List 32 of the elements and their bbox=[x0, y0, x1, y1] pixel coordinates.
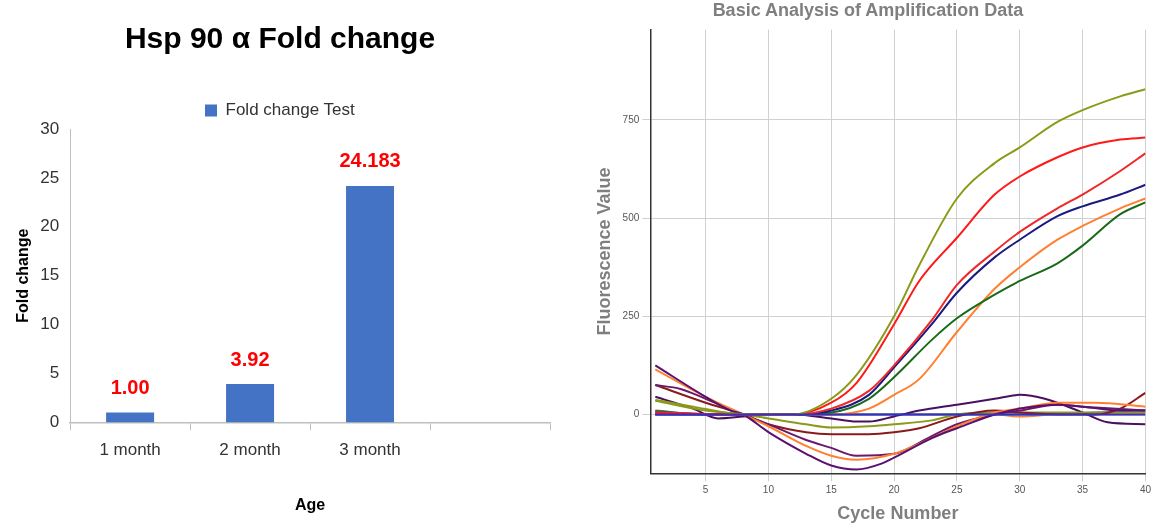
chart-title: Hsp 90 α Fold change bbox=[124, 21, 436, 55]
data-label: 1.00 bbox=[110, 376, 150, 399]
y-tick-label: 30 bbox=[40, 118, 60, 138]
data-label: 3.92 bbox=[230, 347, 270, 370]
x-tick-label: 1 month bbox=[99, 440, 161, 460]
y-tick-label: 0 bbox=[633, 408, 640, 420]
y-tick-label: 250 bbox=[622, 310, 640, 322]
x-tick-label: 25 bbox=[951, 484, 963, 496]
x-tick-label: 15 bbox=[825, 484, 838, 496]
y-tick-label: 500 bbox=[622, 211, 640, 223]
chart-title: Basic Analysis of Amplification Data bbox=[712, 0, 1025, 20]
y-axis-title: Fold change bbox=[14, 228, 32, 323]
x-axis-title: Cycle Number bbox=[837, 503, 959, 524]
y-tick-label: 10 bbox=[40, 314, 60, 334]
y-tick-label: 750 bbox=[622, 113, 640, 125]
y-axis-title: Fluorescence Value bbox=[593, 167, 614, 336]
x-axis-title: Age bbox=[294, 495, 326, 513]
y-tick-label: 20 bbox=[40, 216, 60, 236]
legend-label: Fold change Test bbox=[225, 100, 355, 120]
x-tick-label: 40 bbox=[1139, 484, 1152, 496]
y-tick-label: 5 bbox=[49, 363, 60, 383]
y-tick-label: 25 bbox=[40, 167, 60, 187]
x-tick-label: 30 bbox=[1014, 484, 1026, 496]
y-tick-label: 15 bbox=[40, 265, 60, 285]
x-tick-label: 35 bbox=[1077, 484, 1089, 496]
x-tick-label: 5 bbox=[702, 484, 709, 496]
x-tick-label: 20 bbox=[888, 484, 901, 496]
y-tick-label: 0 bbox=[49, 412, 60, 432]
x-tick-label: 10 bbox=[762, 484, 775, 496]
data-label: 24.183 bbox=[339, 149, 401, 172]
x-tick-label: 3 month bbox=[339, 440, 401, 460]
x-tick-label: 2 month bbox=[219, 440, 281, 460]
